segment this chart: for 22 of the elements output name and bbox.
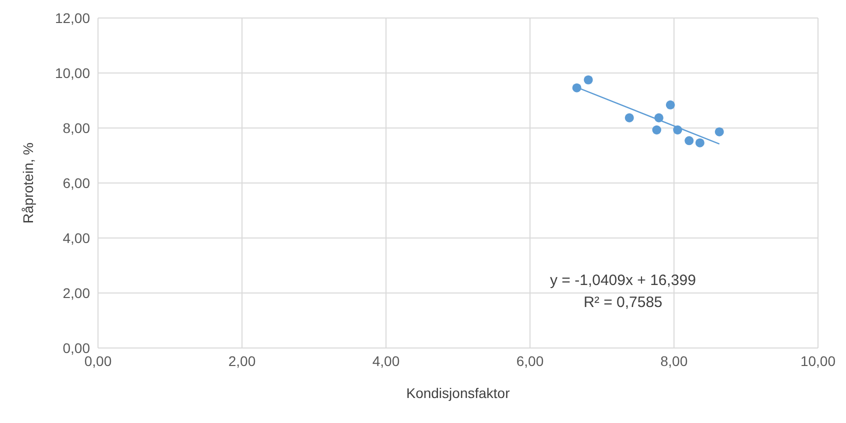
y-tick-label: 12,00: [54, 10, 90, 26]
point: [695, 138, 704, 148]
y-tick-label: 8,00: [62, 120, 90, 136]
x-tick-label: 4,00: [372, 352, 400, 369]
x-tick-label: 8,00: [660, 352, 688, 369]
y-tick-label: 2,00: [62, 284, 90, 301]
x-tick-label: 10,00: [800, 352, 836, 369]
x-axis-title: Kondisjonsfaktor: [406, 385, 510, 401]
point: [666, 100, 675, 110]
point: [684, 136, 694, 146]
point: [584, 75, 593, 84]
y-tick-label: 6,00: [62, 174, 90, 191]
annotation: y = -1,0409x + 16,399: [549, 271, 697, 291]
y-tick-label: 4,00: [62, 230, 90, 246]
y-tick-label: 10,00: [54, 64, 90, 81]
point: [714, 127, 724, 136]
annotation: R² = 0,7585: [582, 293, 664, 313]
y-axis-title: Råprotein, %: [20, 142, 36, 224]
point: [624, 113, 634, 122]
x-tick-label: 6,00: [516, 352, 544, 369]
point: [652, 125, 662, 134]
x-tick-label: 2,00: [228, 352, 256, 369]
